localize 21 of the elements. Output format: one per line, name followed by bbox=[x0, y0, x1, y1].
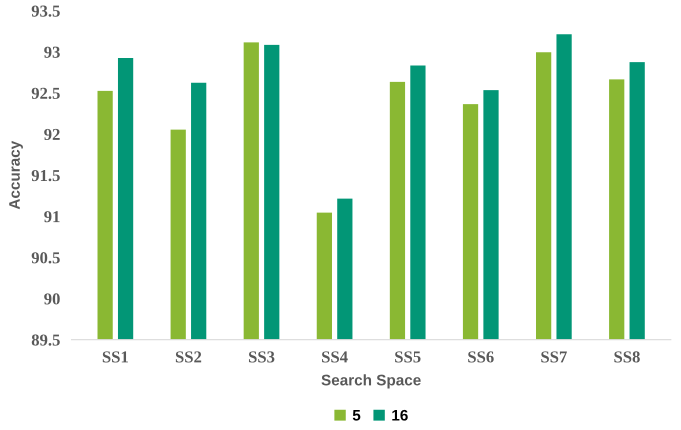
y-tick-label: 89.5 bbox=[32, 334, 60, 346]
y-tick-label: 93 bbox=[44, 46, 60, 58]
y-tick-label: 91.5 bbox=[32, 170, 60, 182]
x-tick-label: SS6 bbox=[468, 351, 494, 363]
x-tick-label: SS2 bbox=[176, 351, 202, 363]
x-tick-label: SS4 bbox=[322, 351, 348, 363]
x-axis-title: Search Space bbox=[321, 374, 421, 388]
y-tick-label: 92 bbox=[44, 128, 60, 140]
y-tick-label: 90 bbox=[44, 293, 60, 305]
y-axis-title: Accuracy bbox=[9, 140, 23, 210]
y-tick-label: 93.5 bbox=[32, 5, 60, 17]
y-tick-label: 91 bbox=[44, 211, 60, 222]
y-tick-label: 90.5 bbox=[32, 252, 60, 264]
legend-label: 5 bbox=[352, 410, 360, 421]
x-tick-label: SS1 bbox=[102, 351, 128, 363]
y-tick-label: 92.5 bbox=[32, 88, 60, 100]
x-tick-label: SS7 bbox=[541, 351, 567, 363]
x-tick-label: SS3 bbox=[248, 351, 274, 363]
x-tick-label: SS8 bbox=[614, 351, 640, 363]
legend-label: 16 bbox=[392, 410, 408, 421]
x-tick-label: SS5 bbox=[395, 351, 421, 363]
